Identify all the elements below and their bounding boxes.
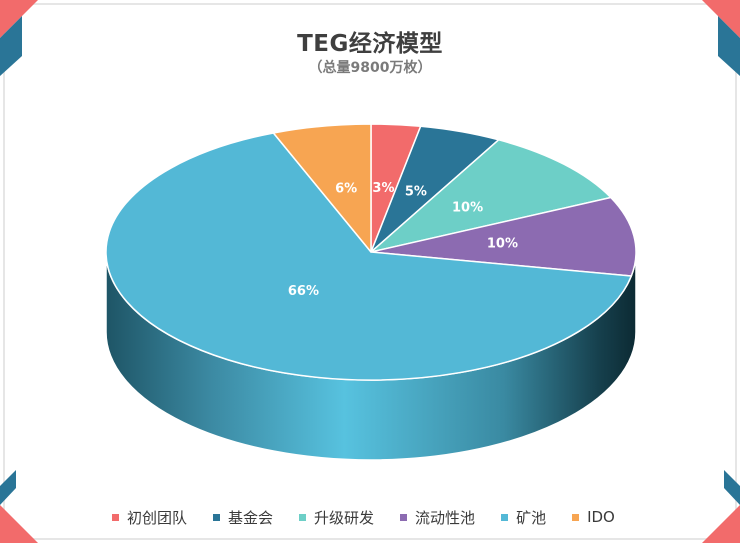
legend-swatch	[400, 513, 408, 521]
legend-item-1: 基金会	[213, 507, 273, 528]
legend-item-3: 流动性池	[400, 507, 475, 528]
pie-data-label-4: 66%	[288, 284, 319, 299]
legend-item-2: 升级研发	[299, 507, 374, 528]
legend-item-0: 初创团队	[112, 507, 187, 528]
legend-label: 矿池	[516, 508, 547, 527]
legend-label: 基金会	[228, 508, 274, 527]
legend-swatch	[299, 513, 307, 521]
pie-slice-5	[272, 123, 372, 253]
pie-data-label-1: 5%	[405, 184, 427, 199]
legend-label: 流动性池	[415, 508, 476, 527]
legend-swatch	[213, 513, 221, 521]
pie-data-label-0: 3%	[372, 181, 394, 196]
pie-slice-4	[105, 132, 633, 381]
pie-data-label-5: 6%	[335, 182, 357, 197]
pie-slice-3	[370, 196, 637, 277]
pie-slice-2	[370, 139, 612, 253]
legend-swatch	[501, 513, 509, 521]
legend-label: IDO	[587, 508, 615, 526]
chart-subtitle: （总量9800万枚）	[308, 60, 432, 76]
chart-title: TEG经济模型	[297, 31, 443, 57]
legend-item-5: IDO	[572, 508, 615, 526]
legend-item-4: 矿池	[501, 507, 546, 528]
chart-legend: 初创团队 基金会 升级研发 流动性池 矿池 IDO	[112, 506, 615, 528]
legend-label: 升级研发	[314, 508, 375, 527]
pie-data-label-3: 10%	[487, 236, 518, 251]
legend-label: 初创团队	[127, 508, 188, 527]
pie-data-label-2: 10%	[452, 201, 483, 216]
legend-swatch	[572, 513, 580, 521]
legend-swatch	[112, 513, 119, 521]
